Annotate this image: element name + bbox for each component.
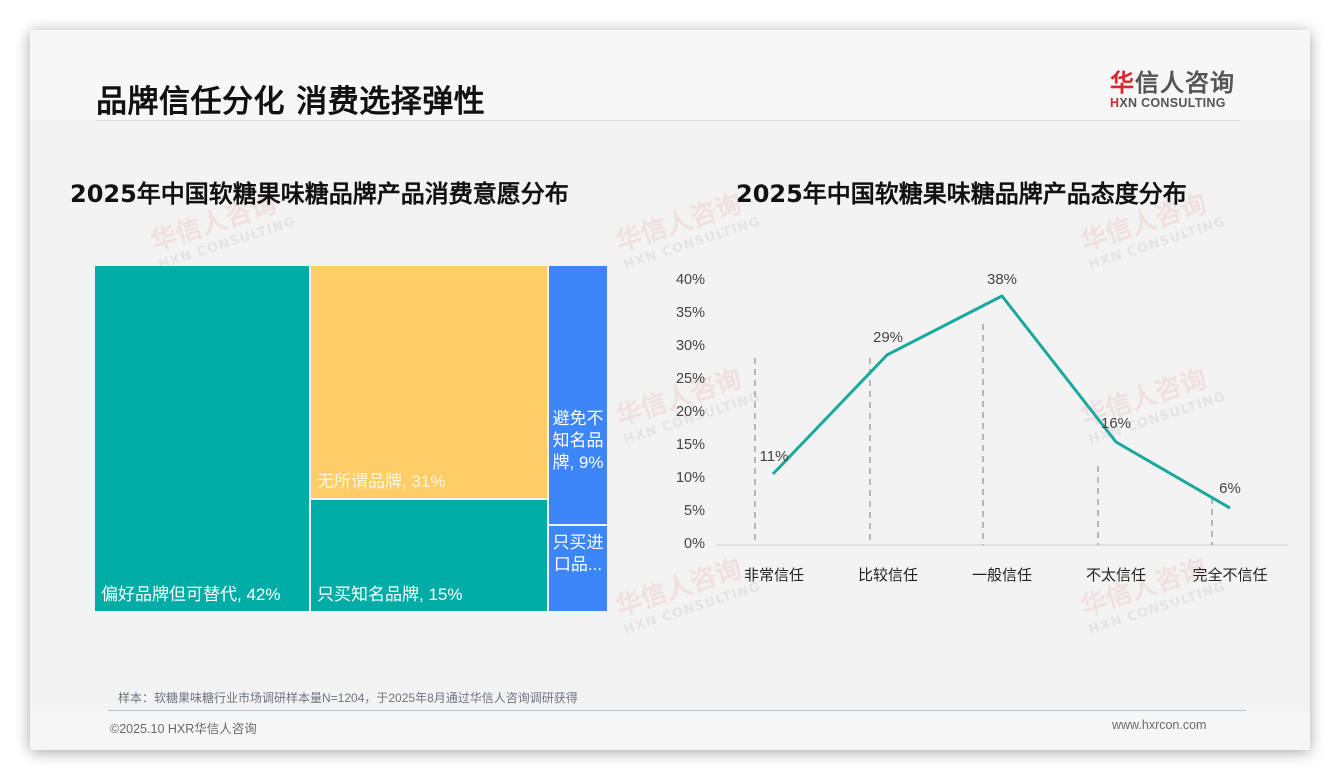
trust-series-line bbox=[771, 294, 1231, 510]
x-category-label: 一般信任 bbox=[971, 567, 1033, 584]
sample-note: 样本：软糖果味糖行业市场调研样本量N=1204，于2025年8月通过华信人咨询调… bbox=[118, 691, 578, 705]
line-plot bbox=[716, 294, 1288, 546]
treemap-tile-imported-only[interactable]: 只买进口品... bbox=[549, 526, 607, 611]
treemap-tile-famous-brand-only[interactable]: 只买知名品牌, 15% bbox=[311, 500, 547, 611]
logo-cn-red: 华 bbox=[1110, 69, 1135, 97]
data-label: 38% bbox=[986, 271, 1018, 288]
slide: 品牌信任分化 消费选择弹性 华信人咨询 HXN CONSULTING 华信人咨询… bbox=[30, 30, 1310, 750]
treemap-tile-prefer-brand-replaceable[interactable]: 偏好品牌但可替代, 42% bbox=[95, 266, 309, 611]
treemap-tile-indifferent-brand[interactable]: 无所谓品牌, 31% bbox=[311, 266, 547, 498]
title-divider bbox=[96, 120, 1240, 121]
copyright-text: ©2025.10 HXR华信人咨询 bbox=[110, 722, 257, 736]
drop-lines bbox=[754, 324, 1213, 545]
company-logo: 华信人咨询 HXN CONSULTING bbox=[1110, 63, 1240, 110]
data-label: 29% bbox=[872, 329, 904, 346]
footer-divider bbox=[108, 710, 1246, 711]
x-category-label: 非常信任 bbox=[743, 567, 805, 584]
line-chart: 40% 35% 30% 25% 20% 15% 10% 5% 0% 11% 29… bbox=[660, 266, 1300, 596]
x-category-label: 完全不信任 bbox=[1192, 567, 1268, 584]
header-band bbox=[30, 30, 1310, 120]
logo-en-text: XN CONSULTING bbox=[1119, 96, 1226, 110]
data-label: 16% bbox=[1100, 415, 1132, 432]
treemap-tile-avoid-unknown-brand[interactable]: 避免不知名品牌, 9% bbox=[549, 266, 607, 524]
page-title: 品牌信任分化 消费选择弹性 bbox=[96, 84, 486, 120]
logo-en-red: H bbox=[1110, 96, 1120, 110]
footer-band bbox=[30, 711, 1310, 750]
data-label: 11% bbox=[759, 448, 789, 465]
line-chart-title: 2025年中国软糖果味糖品牌产品态度分布 bbox=[736, 180, 1187, 208]
website-link[interactable]: www.hxrcon.com bbox=[1112, 718, 1207, 732]
treemap-title: 2025年中国软糖果味糖品牌产品消费意愿分布 bbox=[70, 180, 569, 208]
x-category-label: 比较信任 bbox=[857, 567, 919, 584]
logo-cn-text: 信人咨询 bbox=[1135, 69, 1235, 97]
treemap-chart: 偏好品牌但可替代, 42% 无所谓品牌, 31% 只买知名品牌, 15% 避免不… bbox=[95, 266, 607, 611]
y-axis: 40% 35% 30% 25% 20% 15% 10% 5% 0% bbox=[675, 272, 705, 552]
x-category-label: 不太信任 bbox=[1085, 567, 1147, 584]
data-label: 6% bbox=[1219, 480, 1241, 497]
